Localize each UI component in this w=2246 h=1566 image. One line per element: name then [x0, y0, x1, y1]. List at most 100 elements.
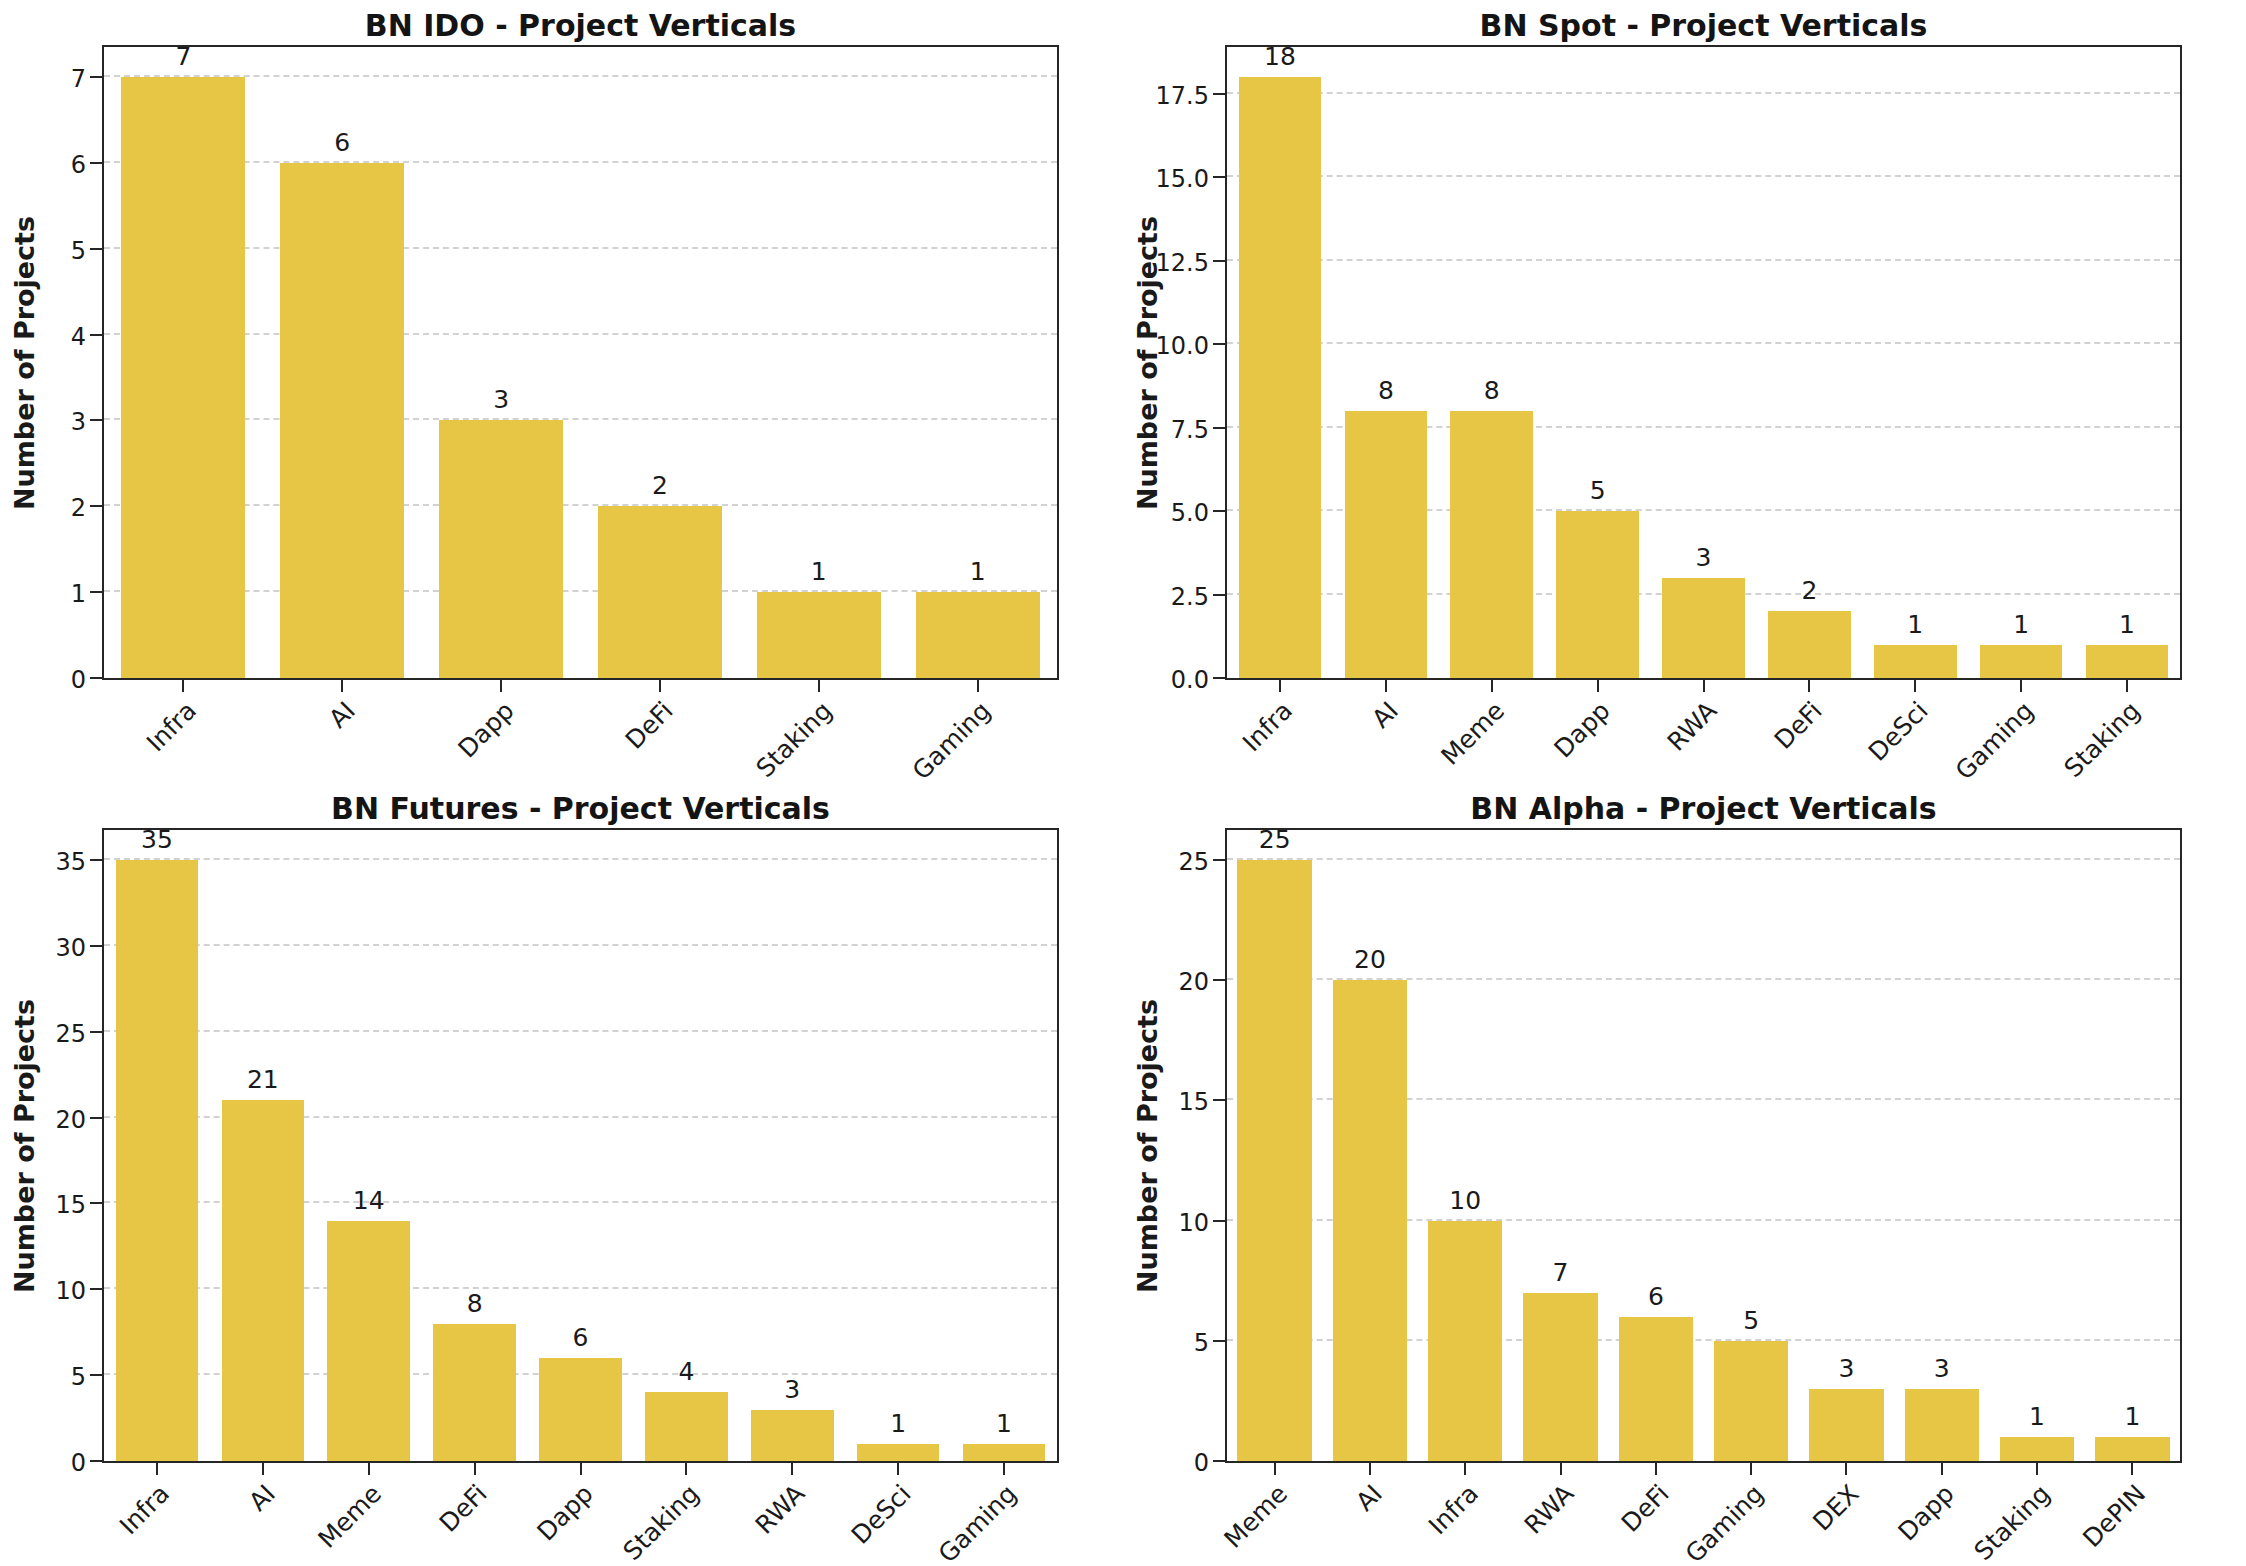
x-tick-label: RWA: [1518, 1479, 1579, 1540]
x-axis-labels: MemeAIInfraRWADeFiGamingDEXDappStakingDe…: [1225, 1479, 2182, 1566]
bar: [1239, 77, 1322, 678]
plot-area: 763211: [102, 45, 1059, 680]
y-tick-mark: [90, 1202, 102, 1204]
x-tick-mark: [2020, 680, 2022, 692]
bar: [2000, 1437, 2074, 1461]
x-tick-label: Dapp: [1893, 1479, 1960, 1546]
bar: [280, 163, 404, 678]
y-tick-label: 15: [0, 1190, 86, 1220]
bar-value-label: 5: [1553, 476, 1643, 505]
gridline: [104, 418, 1057, 420]
charts-grid: BN IDO - Project Verticals Number of Pro…: [0, 0, 2246, 1566]
y-tick-label: 4: [0, 322, 86, 352]
x-tick-label: RWA: [1661, 696, 1722, 757]
x-tick-mark: [1655, 1463, 1657, 1475]
gridline: [1227, 92, 2180, 94]
y-tick-mark: [90, 859, 102, 861]
y-tick-label: 15: [1123, 1087, 1209, 1117]
bar-value-label: 4: [641, 1357, 731, 1386]
x-tick-mark: [685, 1463, 687, 1475]
x-tick-mark: [1274, 1463, 1276, 1475]
bar-value-label: 14: [324, 1186, 414, 1215]
x-tick-mark: [1491, 680, 1493, 692]
x-tick-mark: [500, 680, 502, 692]
bar: [1662, 578, 1745, 678]
y-tick-mark: [1213, 1220, 1225, 1222]
x-tick-label: DEX: [1808, 1479, 1865, 1536]
bar: [2086, 645, 2169, 678]
x-tick-label: Staking: [750, 696, 837, 783]
bar-value-label: 6: [536, 1323, 626, 1352]
x-tick-label: DePIN: [2077, 1479, 2151, 1553]
y-tick-mark: [1213, 859, 1225, 861]
x-tick-label: Dapp: [1549, 696, 1616, 763]
y-axis-ticks: 0.02.55.07.510.012.515.017.5: [1123, 45, 1209, 680]
y-tick-label: 20: [1123, 967, 1209, 997]
x-tick-mark: [977, 680, 979, 692]
y-tick-mark: [1213, 1460, 1225, 1462]
y-tick-label: 10.0: [1123, 331, 1209, 361]
bar: [1714, 1341, 1788, 1461]
gridline: [104, 333, 1057, 335]
bar: [598, 506, 722, 678]
y-tick-mark: [1213, 677, 1225, 679]
x-tick-label: Dapp: [532, 1479, 599, 1546]
y-tick-label: 10: [1123, 1208, 1209, 1238]
x-tick-mark: [182, 680, 184, 692]
x-tick-mark: [1464, 1463, 1466, 1475]
x-tick-label: DeSci: [846, 1479, 917, 1550]
y-tick-mark: [90, 1374, 102, 1376]
x-tick-mark: [1750, 1463, 1752, 1475]
x-axis-labels: InfraAIMemeDeFiDappStakingRWADeSciGaming: [102, 1479, 1059, 1566]
x-tick-mark: [580, 1463, 582, 1475]
bar: [1768, 611, 1851, 678]
bar: [2095, 1437, 2169, 1461]
bar: [121, 77, 245, 678]
x-tick-mark: [1369, 1463, 1371, 1475]
chart-title: BN Alpha - Project Verticals: [1225, 791, 2182, 826]
x-tick-label: Meme: [1218, 1479, 1293, 1554]
y-tick-label: 0: [1123, 1448, 1209, 1478]
y-tick-label: 5: [0, 236, 86, 266]
x-tick-label: Infra: [1237, 696, 1298, 757]
bar: [1428, 1221, 1502, 1461]
bar: [439, 420, 563, 678]
chart-bn-spot: BN Spot - Project Verticals Number of Pr…: [1123, 0, 2246, 783]
gridline: [104, 858, 1057, 860]
chart-bn-ido: BN IDO - Project Verticals Number of Pro…: [0, 0, 1123, 783]
bar: [1345, 411, 1428, 678]
bar-value-label: 25: [1230, 825, 1320, 854]
y-tick-label: 20: [0, 1105, 86, 1135]
bar: [751, 1410, 834, 1462]
y-tick-label: 15.0: [1123, 164, 1209, 194]
bar: [757, 592, 881, 678]
y-tick-mark: [1213, 1099, 1225, 1101]
x-tick-mark: [1941, 1463, 1943, 1475]
bar-value-label: 8: [430, 1289, 520, 1318]
chart-bn-alpha: BN Alpha - Project Verticals Number of P…: [1123, 783, 2246, 1566]
x-axis-labels: InfraAIDappDeFiStakingGaming: [102, 696, 1059, 783]
x-tick-label: Dapp: [452, 696, 519, 763]
bar: [327, 1221, 410, 1461]
bar-value-label: 1: [1976, 610, 2066, 639]
y-axis-ticks: 01234567: [0, 45, 86, 680]
y-tick-mark: [90, 76, 102, 78]
x-tick-label: DeFi: [1769, 696, 1828, 755]
x-tick-label: Gaming: [1950, 696, 2040, 786]
x-tick-label: Gaming: [1680, 1479, 1770, 1566]
y-tick-mark: [1213, 343, 1225, 345]
bar-value-label: 1: [853, 1409, 943, 1438]
y-tick-label: 0: [0, 665, 86, 695]
x-tick-mark: [897, 1463, 899, 1475]
x-tick-mark: [791, 1463, 793, 1475]
x-tick-label: Meme: [312, 1479, 387, 1554]
y-tick-mark: [1213, 427, 1225, 429]
bar-value-label: 8: [1341, 376, 1431, 405]
x-tick-mark: [2036, 1463, 2038, 1475]
bar: [1523, 1293, 1597, 1461]
bar-value-label: 1: [959, 1409, 1049, 1438]
bar: [433, 1324, 516, 1461]
gridline: [104, 590, 1057, 592]
x-tick-mark: [1560, 1463, 1562, 1475]
bar-value-label: 2: [1764, 576, 1854, 605]
